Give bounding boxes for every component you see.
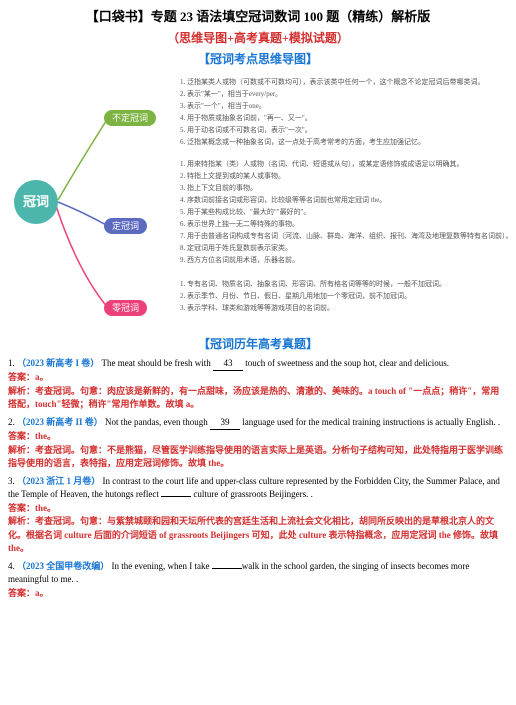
mindmap-leaf-14: 9. 西方方位名词前用术语，乐器名前。 xyxy=(180,256,299,266)
question-text: 2. （2023 新高考 II 卷） Not the pandas, even … xyxy=(8,416,508,431)
question-num: 4. xyxy=(8,561,17,571)
main-title: 【口袋书】专题 23 语法填空冠词数词 100 题（精练）解析版 xyxy=(8,8,508,26)
mindmap-leaf-15: 1. 专有名词、物质名词、抽象名词、形容词、所有格名词等等的时候，一般不加冠词。 xyxy=(180,280,446,290)
mindmap-leaf-13: 8. 定冠词用于姓氏复数前表示家类。 xyxy=(180,244,292,254)
section-questions: 【冠词历年高考真题】 xyxy=(8,336,508,353)
question-text-a: The meat should be fresh with xyxy=(99,358,213,368)
explanation: 解析：考查冠词。句意：肉应该是新鲜的，有一点甜味，汤应该是热的、清澈的、美味的。… xyxy=(8,385,508,412)
mindmap-node-1: 定冠词 xyxy=(104,218,147,235)
mindmap-leaf-10: 5. 用于某些构成比较、"最大的""最好的"。 xyxy=(180,208,310,218)
mindmap-leaf-7: 2. 特指上文提到或的某人或事物。 xyxy=(180,172,285,182)
mindmap-node-2: 零冠词 xyxy=(104,300,147,317)
question-text-b: language used for the medical training i… xyxy=(240,417,500,427)
question-4: 4. （2023 全国甲卷改编） In the evening, when I … xyxy=(8,560,508,601)
mindmap-region: 冠词 不定冠词定冠词零冠词 1. 泛指某类人或物（可数或不可数均可），表示该类中… xyxy=(8,72,508,332)
explanation: 解析：考查冠词。句意：与紫禁城颐和园和天坛所代表的宫廷生活和上流社会文化相比，胡… xyxy=(8,515,508,556)
question-source: （2023 全国甲卷改编） xyxy=(17,561,109,571)
question-text: 4. （2023 全国甲卷改编） In the evening, when I … xyxy=(8,560,508,587)
mindmap-root: 冠词 xyxy=(14,180,58,224)
question-source: （2023 浙江 1 月卷） xyxy=(17,476,100,486)
mindmap-leaf-8: 3. 指上下文目前的事物。 xyxy=(180,184,257,194)
mindmap-leaf-9: 4. 序数词前接名词或形容词，比较级等等名词前也常用定冠词 the。 xyxy=(180,196,386,206)
question-3: 3. （2023 浙江 1 月卷） In contrast to the cou… xyxy=(8,475,508,556)
answer: 答案：the。 xyxy=(8,430,508,444)
question-text: 3. （2023 浙江 1 月卷） In contrast to the cou… xyxy=(8,475,508,502)
question-blank xyxy=(212,568,242,569)
question-text-a: In the evening, when I take xyxy=(109,561,211,571)
question-num: 1. xyxy=(8,358,17,368)
question-1: 1. （2023 新高考 I 卷） The meat should be fre… xyxy=(8,357,508,412)
question-text-b: culture of grassroots Beijingers. . xyxy=(191,489,313,499)
question-source: （2023 新高考 I 卷） xyxy=(17,358,99,368)
mindmap-leaf-12: 7. 用于由普通名词构成专有名词（河流、山脉、群岛、海洋、组织、报刊、海湾及地理… xyxy=(180,232,513,242)
question-blank: 43 xyxy=(213,357,243,372)
mindmap-leaf-3: 4. 用于物质或抽象名词前，"再一、又一"。 xyxy=(180,114,312,124)
section-mindmap: 【冠词考点思维导图】 xyxy=(8,51,508,68)
question-blank xyxy=(161,496,191,497)
mindmap-leaf-0: 1. 泛指某类人或物（可数或不可数均可），表示该类中任何一个，这个概念不论定冠词… xyxy=(180,78,485,88)
mindmap-leaf-5: 6. 泛指某概念或一种抽象名词，这一点处于高考常考的方面，考生应加强记忆。 xyxy=(180,138,425,148)
answer: 答案：the。 xyxy=(8,502,508,516)
question-text-a: Not the pandas, even though xyxy=(103,417,210,427)
mindmap-leaf-2: 3. 表示"一个"，相当于one。 xyxy=(180,102,266,112)
mindmap-leaf-17: 3. 表示学科、球类和游戏等等游戏项目的名词前。 xyxy=(180,304,334,314)
mindmap-leaf-11: 6. 表示世界上独一无二等特殊的事物。 xyxy=(180,220,299,230)
question-num: 2. xyxy=(8,417,17,427)
question-blank: 39 xyxy=(210,416,240,431)
mindmap-leaf-1: 2. 表示"某一"，相当于every/per。 xyxy=(180,90,282,100)
mindmap-leaf-4: 5. 用于动名词或不可数名词，表示"一次"。 xyxy=(180,126,312,136)
mindmap-leaf-6: 1. 用来特指某（类）人或物（名词、代词、短语或从句），或某定语修饰或成语足以明… xyxy=(180,160,464,170)
answer: 答案：a。 xyxy=(8,587,508,601)
explanation: 解析：考查冠词。句意：不是熊猫，尽管医学训练指导使用的语言实际上是英语。分析句子… xyxy=(8,444,508,471)
mindmap-node-0: 不定冠词 xyxy=(104,110,156,127)
answer: 答案：a。 xyxy=(8,371,508,385)
mindmap-leaf-16: 2. 表示季节、月份、节日、假日、星期几用地加一个零冠词，前不加冠词。 xyxy=(180,292,411,302)
question-text: 1. （2023 新高考 I 卷） The meat should be fre… xyxy=(8,357,508,372)
question-source: （2023 新高考 II 卷） xyxy=(17,417,103,427)
question-2: 2. （2023 新高考 II 卷） Not the pandas, even … xyxy=(8,416,508,471)
question-num: 3. xyxy=(8,476,17,486)
sub-title: （思维导图+高考真题+模拟试题） xyxy=(8,30,508,47)
question-text-b: touch of sweetness and the soup hot, cle… xyxy=(243,358,449,368)
